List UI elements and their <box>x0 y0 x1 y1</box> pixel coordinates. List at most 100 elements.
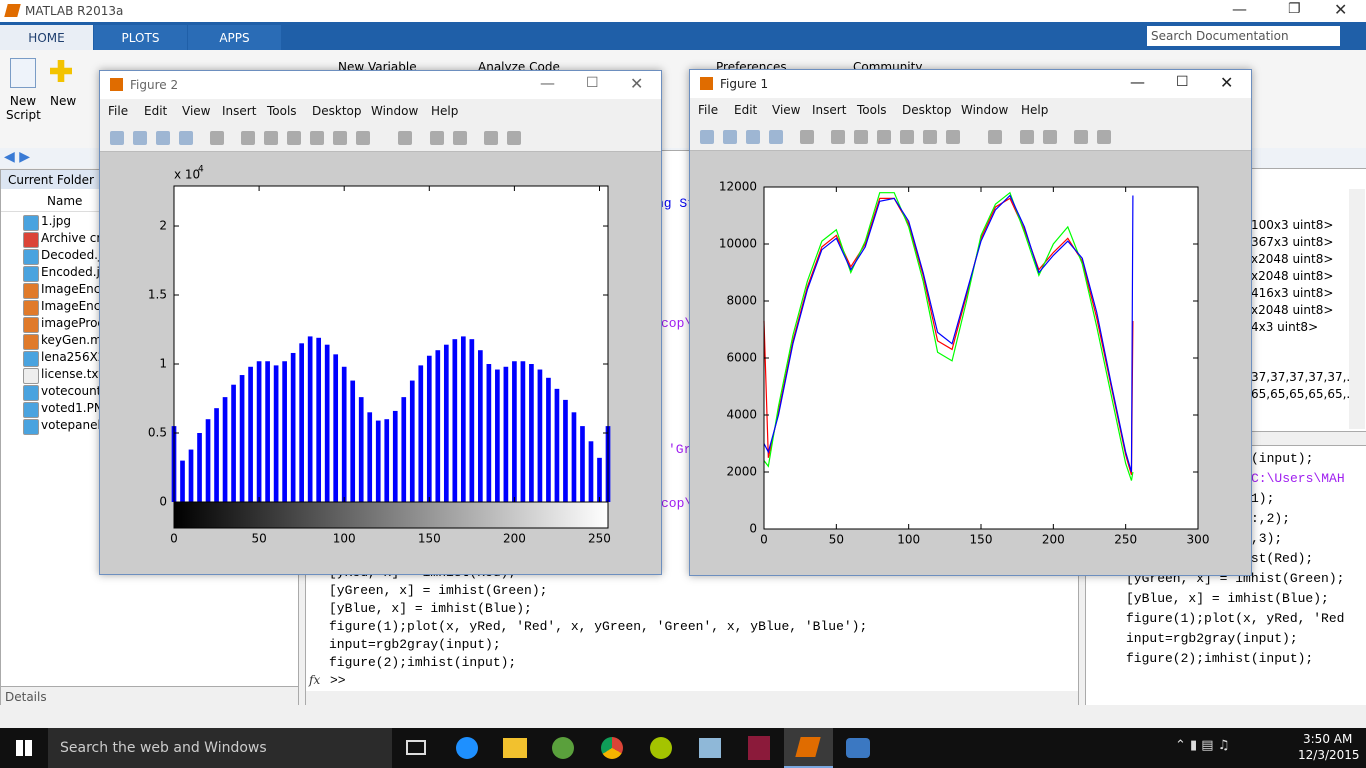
menu-item[interactable]: Edit <box>734 103 758 117</box>
toolbar-button[interactable] <box>264 131 278 145</box>
matlab-task[interactable] <box>784 728 833 768</box>
menu-item[interactable]: Desktop <box>312 104 362 118</box>
menu-item[interactable]: Edit <box>144 104 168 118</box>
minimize[interactable]: — <box>1130 73 1145 91</box>
file-name[interactable]: votecount1 <box>41 384 110 398</box>
menu-item[interactable]: Help <box>431 104 459 118</box>
menu-item[interactable]: View <box>772 103 801 117</box>
scrollbar[interactable] <box>1349 189 1365 429</box>
toolbar-button[interactable] <box>179 131 193 145</box>
history-line[interactable]: figure(1);plot(x, yRed, 'Red <box>1126 611 1345 626</box>
toolbar-button[interactable] <box>900 130 914 144</box>
edge-icon[interactable] <box>456 737 478 759</box>
toolbar-button[interactable] <box>484 131 498 145</box>
clock-time[interactable]: 3:50 AM <box>1303 732 1353 746</box>
menu-item[interactable]: Tools <box>267 104 297 118</box>
new-icon[interactable] <box>50 60 72 82</box>
toolbar-button[interactable] <box>746 130 760 144</box>
menu-item[interactable]: Help <box>1021 103 1049 117</box>
app-icon[interactable] <box>846 738 870 758</box>
minimize[interactable]: — <box>540 74 555 92</box>
close[interactable]: ✕ <box>1220 73 1234 92</box>
menu-item[interactable]: Tools <box>857 103 887 117</box>
toolbar-button[interactable] <box>398 131 412 145</box>
history-line[interactable]: ,3); <box>1251 531 1283 546</box>
taskbar-search[interactable]: Search the web and Windows <box>48 728 392 768</box>
file-name[interactable]: Encoded.jp <box>41 265 108 279</box>
file-name[interactable]: lena256X25 <box>41 350 114 364</box>
toolbar-button[interactable] <box>210 131 224 145</box>
toolbar-button[interactable] <box>310 131 324 145</box>
menu-item[interactable]: Window <box>961 103 1009 117</box>
menu-item[interactable]: View <box>182 104 211 118</box>
menu-item[interactable]: Insert <box>812 103 847 117</box>
file-name[interactable]: ImageEncry <box>41 282 113 296</box>
history-line[interactable]: :,2); <box>1251 511 1291 526</box>
toolbar-button[interactable] <box>923 130 937 144</box>
file-name[interactable]: Decoded.jp <box>41 248 109 262</box>
ribbon-label[interactable]: New <box>50 94 77 108</box>
toolbar-button[interactable] <box>430 131 444 145</box>
toolbar-button[interactable] <box>156 131 170 145</box>
file-name[interactable]: keyGen.m <box>41 333 102 347</box>
toolbar-button[interactable] <box>1097 130 1111 144</box>
toolbar-button[interactable] <box>287 131 301 145</box>
pdf-icon[interactable] <box>748 736 770 760</box>
nav-back[interactable]: ◀ ▶ <box>4 149 30 165</box>
history-line[interactable]: figure(2);imhist(input); <box>1126 651 1314 666</box>
menu-item[interactable]: Window <box>371 104 419 118</box>
close[interactable]: ✕ <box>1334 0 1348 19</box>
toolbar-button[interactable] <box>356 131 370 145</box>
toolbar-button[interactable] <box>241 131 255 145</box>
toolbar-button[interactable] <box>769 130 783 144</box>
toolbar-button[interactable] <box>507 131 521 145</box>
menu-item[interactable]: File <box>108 104 129 118</box>
history-line[interactable]: C:\Users\MAH <box>1251 471 1345 486</box>
app-icon[interactable] <box>699 738 721 758</box>
file-name[interactable]: voted1.PNG <box>41 401 113 415</box>
minimize[interactable]: — <box>1232 0 1247 18</box>
file-name[interactable]: license.txt <box>41 367 104 381</box>
file-name[interactable]: ImageEncry <box>41 299 113 313</box>
toolbar-button[interactable] <box>800 130 814 144</box>
toolbar-button[interactable] <box>1074 130 1088 144</box>
search-box[interactable]: Search Documentation <box>1147 26 1340 46</box>
clock-date[interactable]: 12/3/2015 <box>1298 748 1360 762</box>
scrollbar[interactable] <box>306 691 1078 706</box>
restore[interactable]: ❐ <box>1288 1 1301 17</box>
menu-item[interactable]: File <box>698 103 719 117</box>
tray-icons[interactable]: ⌃ ▮ ▤ ♫ <box>1175 738 1230 753</box>
start-button[interactable] <box>16 740 32 756</box>
maximize[interactable]: ☐ <box>1176 74 1189 90</box>
toolbar-button[interactable] <box>1043 130 1057 144</box>
history-line[interactable]: (input); <box>1251 451 1314 466</box>
ribbon-tab[interactable]: APPS <box>188 25 281 50</box>
toolbar-button[interactable] <box>988 130 1002 144</box>
toolbar-button[interactable] <box>110 131 124 145</box>
maximize[interactable]: ☐ <box>586 75 599 91</box>
column-name[interactable]: Name <box>47 194 83 208</box>
ribbon-tab[interactable]: PLOTS <box>94 25 187 50</box>
toolbar-button[interactable] <box>453 131 467 145</box>
explorer-icon[interactable] <box>503 738 527 758</box>
task-view[interactable] <box>406 740 426 755</box>
details-label[interactable]: Details <box>5 690 47 704</box>
toolbar-button[interactable] <box>723 130 737 144</box>
history-line[interactable]: input=rgb2gray(input); <box>1126 631 1298 646</box>
toolbar-button[interactable] <box>831 130 845 144</box>
ribbon-tab[interactable]: HOME <box>0 25 93 50</box>
chrome-icon[interactable] <box>601 737 623 759</box>
file-name[interactable]: votepanel.F <box>41 418 112 432</box>
history-line[interactable]: [yBlue, x] = imhist(Blue); <box>1126 591 1329 606</box>
toolbar-button[interactable] <box>700 130 714 144</box>
menu-item[interactable]: Insert <box>222 104 257 118</box>
toolbar-button[interactable] <box>133 131 147 145</box>
close[interactable]: ✕ <box>630 74 644 93</box>
file-name[interactable]: 1.jpg <box>41 214 72 228</box>
ribbon-label[interactable]: New Script <box>6 94 41 122</box>
app-icon[interactable] <box>552 737 574 759</box>
file-name[interactable]: imageProc <box>41 316 105 330</box>
new-script-icon[interactable] <box>10 58 36 88</box>
history-line[interactable]: 1); <box>1251 491 1275 506</box>
toolbar-button[interactable] <box>1020 130 1034 144</box>
